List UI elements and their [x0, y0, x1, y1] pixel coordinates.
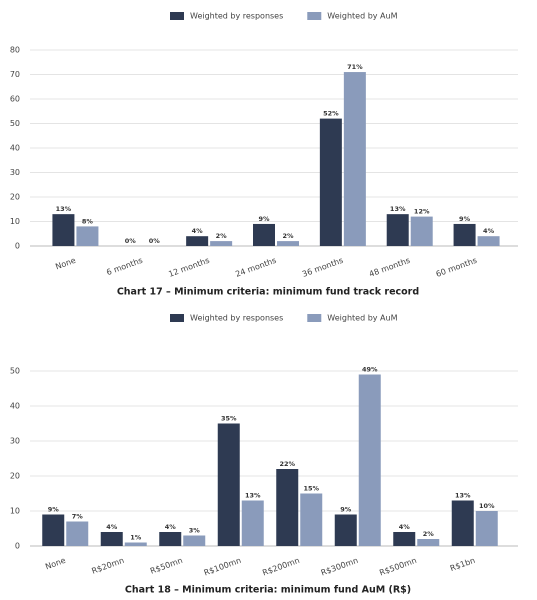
y-tick-label: 40 — [10, 144, 20, 153]
x-tick-label: None — [44, 556, 67, 572]
y-tick-label: 10 — [10, 217, 20, 226]
x-tick-label: None — [54, 256, 77, 272]
y-tick-label: 10 — [10, 507, 20, 516]
value-label: 9% — [258, 215, 270, 223]
bar — [183, 535, 206, 546]
y-tick-label: 40 — [10, 402, 20, 411]
bar — [100, 532, 123, 546]
x-tick-label: R$50mn — [149, 556, 184, 576]
bar — [453, 223, 476, 246]
value-label: 7% — [72, 513, 84, 521]
y-tick-label: 50 — [10, 367, 20, 376]
y-tick-label: 20 — [10, 472, 20, 481]
bar — [210, 241, 233, 246]
legend-swatch — [307, 12, 322, 20]
bar — [343, 72, 366, 246]
value-label: 15% — [303, 485, 319, 493]
bar — [277, 241, 299, 246]
value-label: 22% — [279, 460, 295, 468]
legend-label: Weighted by responses — [190, 12, 283, 21]
y-tick-label: 70 — [10, 70, 20, 79]
y-tick-label: 60 — [10, 95, 20, 104]
chart-caption: Chart 18 – Minimum criteria: minimum fun… — [125, 585, 411, 596]
bar — [276, 469, 299, 546]
bar — [159, 532, 182, 546]
bar — [386, 214, 409, 246]
value-label: 2% — [423, 530, 435, 538]
y-tick-label: 30 — [10, 437, 20, 446]
bar — [124, 542, 147, 546]
x-tick-label: R$1bn — [449, 556, 476, 573]
value-label: 0% — [125, 237, 137, 245]
value-label: 9% — [340, 506, 352, 514]
x-tick-label: 48 months — [368, 256, 411, 279]
bar — [393, 532, 416, 546]
y-tick-label: 0 — [15, 242, 20, 251]
x-tick-label: R$100mn — [203, 556, 243, 578]
chart-caption: Chart 17 – Minimum criteria: minimum fun… — [117, 287, 419, 298]
bar — [186, 236, 209, 246]
value-label: 49% — [362, 366, 378, 374]
bar — [300, 493, 323, 546]
value-label: 2% — [282, 232, 294, 240]
bar — [217, 423, 240, 546]
bar — [319, 118, 342, 246]
bar — [76, 226, 99, 246]
value-label: 52% — [323, 110, 339, 118]
value-label: 10% — [479, 502, 495, 510]
x-tick-label: 6 months — [105, 256, 144, 277]
x-tick-label: R$300mn — [320, 556, 360, 578]
x-tick-label: R$200mn — [261, 556, 301, 578]
legend-label: Weighted by AuM — [327, 12, 397, 21]
x-tick-label: 12 months — [167, 256, 210, 279]
legend-label: Weighted by responses — [190, 314, 283, 323]
value-label: 1% — [130, 534, 142, 542]
legend-swatch — [170, 12, 184, 20]
value-label: 35% — [221, 415, 237, 423]
bar — [410, 216, 433, 246]
y-tick-label: 0 — [15, 542, 20, 551]
value-label: 0% — [149, 237, 161, 245]
bar — [358, 374, 381, 546]
bar — [451, 500, 474, 546]
legend-swatch — [170, 314, 184, 322]
legend-label: Weighted by AuM — [327, 314, 397, 323]
value-label: 13% — [455, 492, 471, 500]
value-label: 4% — [399, 523, 411, 531]
value-label: 71% — [347, 63, 363, 71]
y-tick-label: 20 — [10, 193, 20, 202]
bar — [241, 500, 264, 546]
bar — [334, 514, 357, 546]
y-tick-label: 30 — [10, 168, 20, 177]
x-tick-label: 24 months — [234, 256, 277, 279]
value-label: 12% — [414, 208, 430, 216]
y-tick-label: 80 — [10, 46, 20, 55]
bar — [42, 514, 65, 546]
value-label: 8% — [82, 217, 94, 225]
value-label: 2% — [216, 232, 228, 240]
legend-swatch — [307, 314, 322, 322]
y-tick-label: 50 — [10, 119, 20, 128]
value-label: 9% — [459, 215, 471, 223]
bar — [66, 521, 89, 546]
bar — [253, 223, 275, 246]
bar — [475, 511, 498, 546]
value-label: 13% — [56, 205, 72, 213]
bar — [417, 539, 440, 546]
value-label: 4% — [106, 523, 118, 531]
bar — [477, 236, 500, 246]
x-tick-label: 36 months — [301, 256, 344, 279]
value-label: 13% — [390, 205, 406, 213]
bar — [52, 214, 75, 246]
value-label: 4% — [483, 227, 495, 235]
value-label: 4% — [165, 523, 177, 531]
value-label: 9% — [48, 506, 60, 514]
x-tick-label: R$500mn — [378, 556, 418, 578]
x-tick-label: 60 months — [435, 256, 478, 279]
value-label: 13% — [245, 492, 261, 500]
x-tick-label: R$20mn — [91, 556, 126, 576]
value-label: 4% — [192, 227, 204, 235]
value-label: 3% — [189, 527, 201, 535]
